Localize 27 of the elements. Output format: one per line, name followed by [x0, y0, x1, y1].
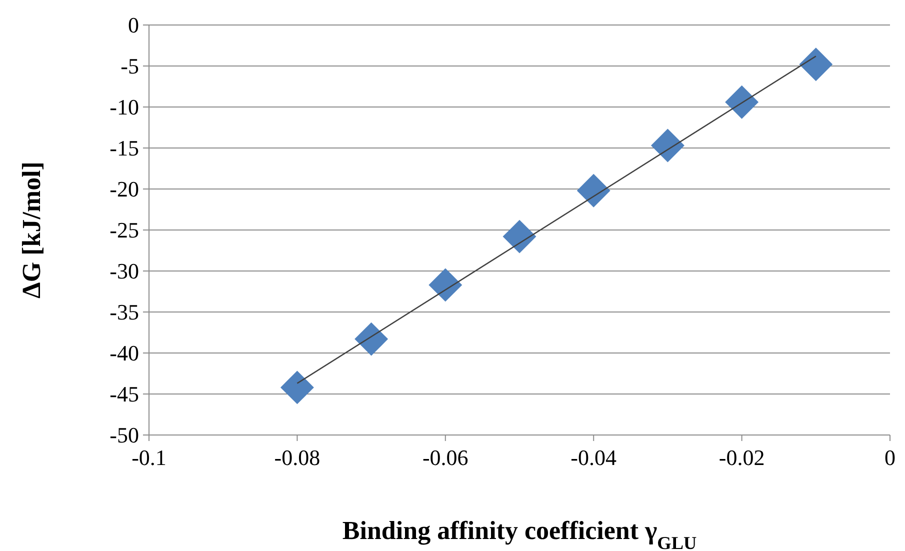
x-tick-label: -0.08 [274, 445, 320, 470]
x-tick-label: -0.02 [718, 445, 765, 470]
y-tick-label: -30 [110, 258, 139, 284]
x-tick-label: 0 [884, 445, 896, 470]
point [725, 85, 759, 119]
y-tick-label: -40 [110, 340, 139, 366]
y-tick-label: -5 [120, 54, 139, 79]
point [428, 268, 462, 302]
x-tick-label: -0.06 [422, 445, 468, 470]
y-tick-label: -35 [110, 300, 139, 325]
point [576, 174, 610, 208]
x-tick-label: -0.1 [132, 445, 166, 470]
point [502, 220, 536, 254]
x-axis-title: Binding affinity coefficient γ$_{GLU}$ [342, 516, 697, 551]
y-tick-label: -45 [110, 382, 139, 407]
point [280, 370, 314, 404]
y-tick-label: -15 [110, 136, 139, 161]
y-tick-label: -25 [110, 218, 139, 243]
y-axis-title: ΔG [kJ/mol] [17, 162, 46, 298]
y-tick-label: 0 [128, 12, 139, 38]
point [354, 322, 388, 356]
point [799, 48, 833, 82]
y-tick-label: -10 [110, 94, 139, 120]
point [650, 128, 684, 162]
y-tick-label: -20 [110, 176, 139, 202]
y-tick-label: -50 [110, 422, 139, 448]
x-tick-label: -0.04 [570, 445, 617, 470]
